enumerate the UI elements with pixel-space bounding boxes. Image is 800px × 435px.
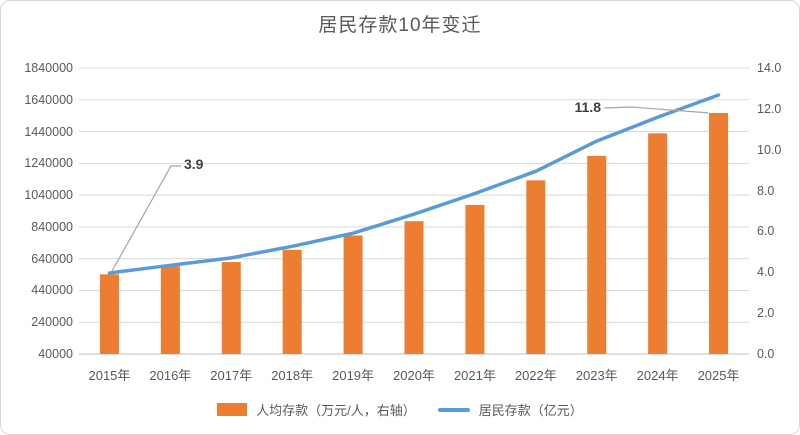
bar-2022年 bbox=[526, 180, 546, 354]
x-axis-label: 2018年 bbox=[271, 368, 314, 383]
left-axis-tick-label: 440000 bbox=[31, 283, 73, 298]
right-axis-tick-label: 12.0 bbox=[757, 101, 782, 116]
x-axis-label: 2023年 bbox=[575, 368, 618, 383]
left-axis-tick-label: 240000 bbox=[31, 315, 73, 330]
left-axis-tick-label: 1840000 bbox=[24, 61, 73, 75]
right-axis-tick-label: 14.0 bbox=[757, 61, 782, 75]
bar-2020年 bbox=[404, 221, 424, 354]
bar-2016年 bbox=[160, 266, 180, 354]
bar-2018年 bbox=[282, 249, 302, 354]
left-axis-tick-label: 1240000 bbox=[24, 156, 73, 171]
left-axis-tick-label: 40000 bbox=[38, 347, 73, 361]
x-axis-label: 2015年 bbox=[88, 368, 131, 383]
bar-2019年 bbox=[343, 235, 363, 354]
x-axis-label: 2024年 bbox=[636, 368, 679, 383]
x-axis-label: 2019年 bbox=[332, 368, 375, 383]
x-axis-label: 2025年 bbox=[697, 368, 740, 383]
x-axis-label: 2022年 bbox=[514, 368, 557, 383]
right-axis-tick-label: 10.0 bbox=[757, 142, 782, 157]
leader-line-2015 bbox=[110, 165, 181, 273]
x-axis-label: 2017年 bbox=[210, 368, 253, 383]
bar-2021年 bbox=[465, 204, 485, 354]
left-axis-tick-label: 1640000 bbox=[24, 92, 73, 107]
left-axis-tick-label: 1040000 bbox=[24, 188, 73, 203]
left-axis-tick-label: 840000 bbox=[31, 219, 73, 234]
chart-title: 居民存款10年变迁 bbox=[318, 15, 482, 36]
left-axis-tick-label: 640000 bbox=[31, 251, 73, 266]
bar-2024年 bbox=[648, 133, 668, 354]
right-axis-tick-label: 4.0 bbox=[757, 265, 775, 280]
right-axis-tick-label: 0.0 bbox=[757, 347, 775, 361]
x-axis-label: 2016年 bbox=[149, 368, 192, 383]
data-label-2015: 3.9 bbox=[184, 156, 204, 172]
legend-label: 居民存款（亿元） bbox=[478, 403, 583, 418]
legend: 人均存款（万元/人，右轴） 居民存款（亿元） bbox=[1, 400, 799, 419]
x-axis-label: 2021年 bbox=[453, 368, 496, 383]
legend-item-line-series: 居民存款（亿元） bbox=[437, 400, 583, 419]
bar-series-swatch-icon bbox=[217, 403, 248, 416]
left-axis-tick-label: 1440000 bbox=[24, 124, 73, 139]
right-axis-tick-label: 6.0 bbox=[757, 224, 775, 239]
leader-line-2025 bbox=[603, 106, 709, 114]
legend-item-bar-series: 人均存款（万元/人，右轴） bbox=[217, 400, 416, 419]
x-axis-label: 2020年 bbox=[393, 368, 435, 383]
right-axis-tick-label: 2.0 bbox=[757, 306, 775, 321]
legend-label: 人均存款（万元/人，右轴） bbox=[256, 403, 416, 418]
bar-2015年 bbox=[99, 274, 119, 354]
bar-2023年 bbox=[587, 155, 607, 354]
right-axis-tick-label: 8.0 bbox=[757, 183, 775, 198]
bar-2017年 bbox=[221, 262, 241, 354]
data-label-2025: 11.8 bbox=[574, 99, 601, 115]
line-series-swatch-icon bbox=[437, 407, 470, 412]
bar-2025年 bbox=[709, 112, 729, 354]
deposit-line bbox=[107, 93, 721, 275]
